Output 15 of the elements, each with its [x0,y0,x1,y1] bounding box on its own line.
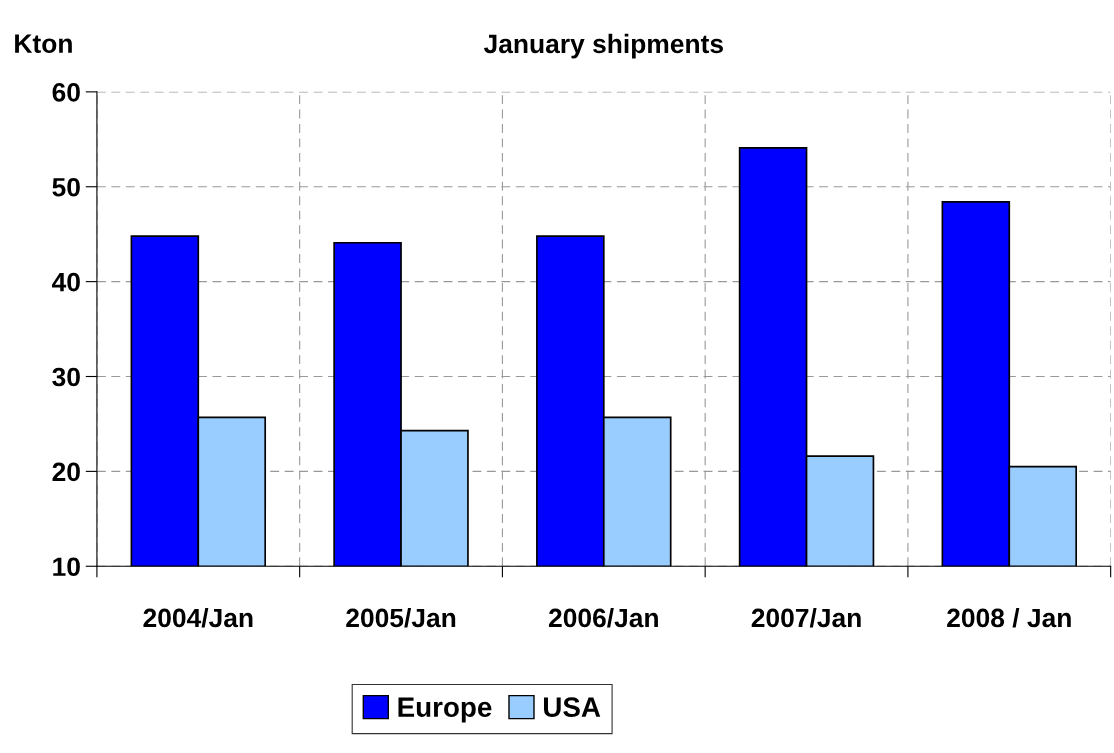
y-axis-title: Kton [15,34,72,53]
legend-label: Europe [398,697,492,723]
y-tick-label: 60 [52,83,80,102]
x-tick-label: 2008 / Jan [947,607,1071,628]
legend-label: USA [543,697,601,718]
y-tick-label: 40 [52,272,80,292]
x-tick-label: 2006/Jan [548,607,658,628]
y-tick-label: 50 [52,177,80,197]
chart-title: January shipments [483,33,723,59]
x-tick-label: 2004/Jan [143,607,253,628]
x-tick-label: 2005/Jan [346,607,456,628]
x-tick-label: 2007/Jan [751,607,861,628]
y-tick-label: 10 [53,557,80,577]
y-tick-label: 20 [52,462,80,482]
y-tick-label: 30 [52,367,80,387]
